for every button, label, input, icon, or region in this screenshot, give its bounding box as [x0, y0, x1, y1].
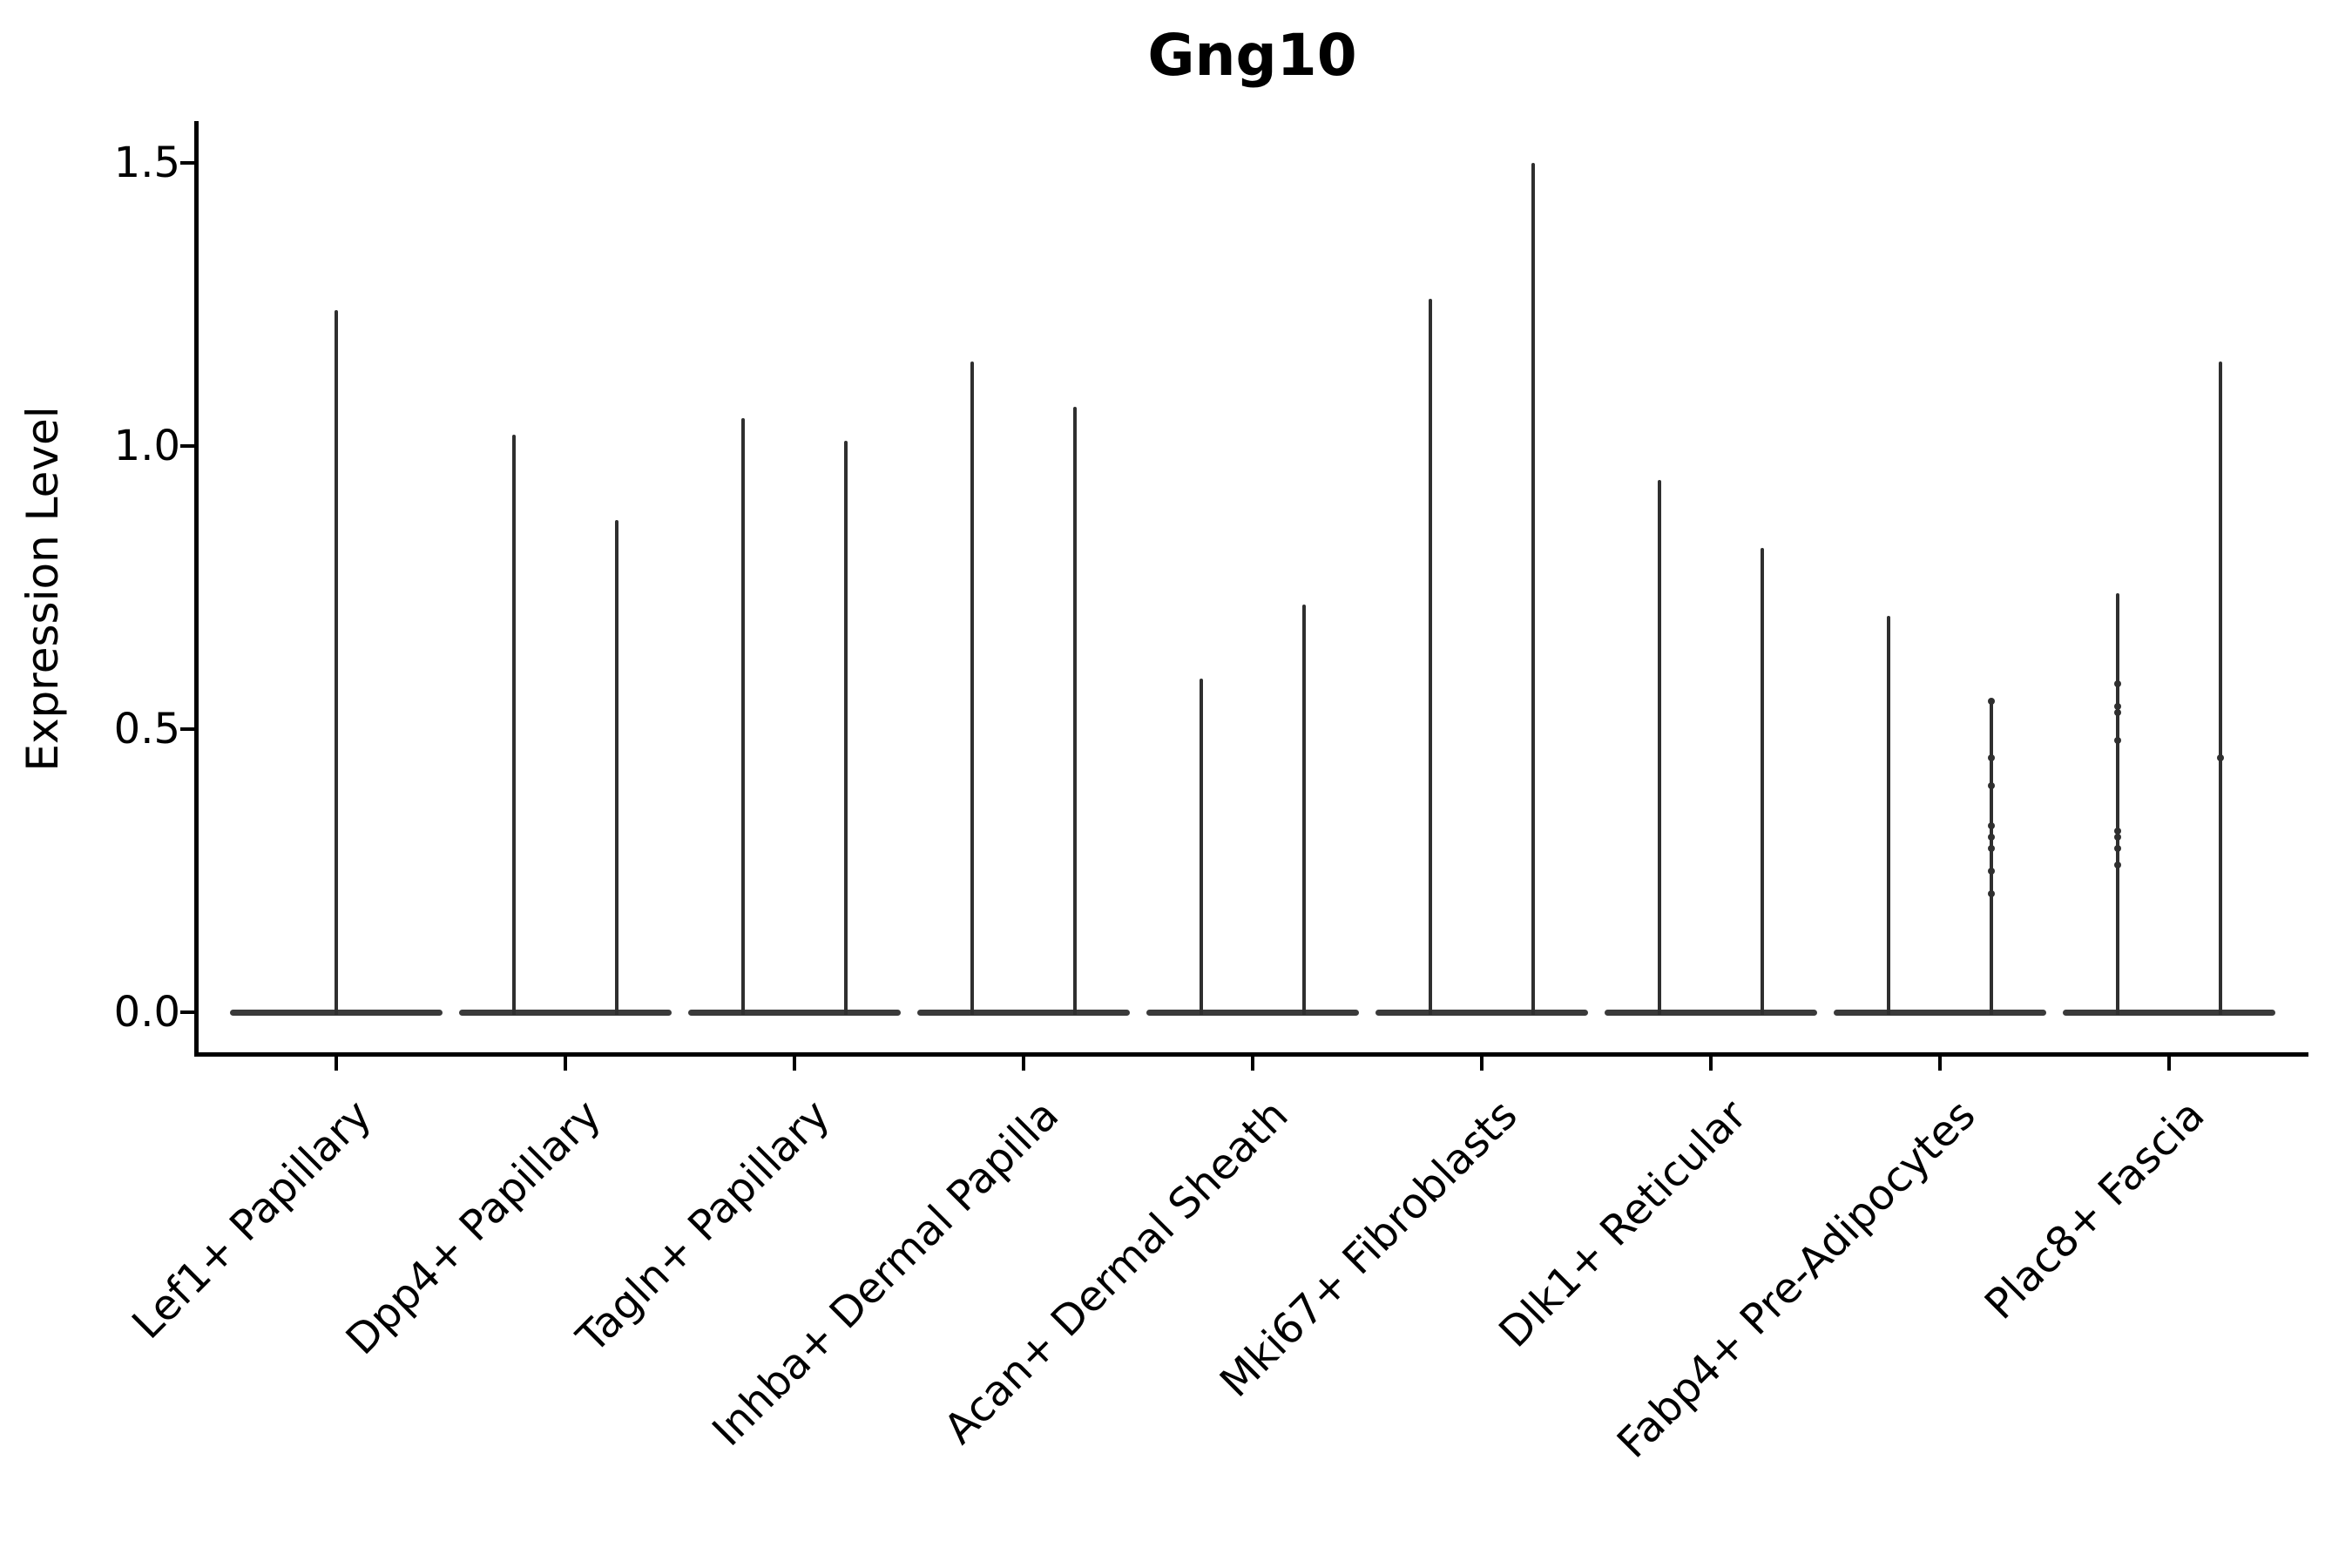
x-tick-mark [1480, 1057, 1484, 1071]
violin-spike [1429, 299, 1432, 1015]
y-tick-mark [180, 161, 195, 165]
violin-body [917, 1010, 1130, 1016]
y-tick-label: 1.5 [113, 139, 180, 187]
y-tick-label: 1.0 [113, 422, 180, 470]
violin-body [1146, 1010, 1359, 1016]
x-tick-mark [1022, 1057, 1025, 1071]
expression-jitter-point [2114, 862, 2121, 868]
x-axis-spine [194, 1052, 2308, 1057]
x-tick-mark [335, 1057, 338, 1071]
y-tick-mark [180, 727, 195, 731]
violin-body [1375, 1010, 1588, 1016]
violin-body [459, 1010, 672, 1016]
expression-jitter-point [2114, 708, 2121, 716]
violin-spike [1073, 406, 1077, 1015]
expression-jitter-point [2114, 737, 2121, 744]
expression-jitter-point [1988, 889, 1995, 897]
violin-spike [1658, 480, 1661, 1015]
y-tick-label: 0.5 [113, 705, 180, 754]
violin-spike [512, 435, 516, 1015]
expression-jitter-point [2114, 703, 2121, 710]
expression-jitter-point [2114, 833, 2121, 841]
y-tick-mark [180, 444, 195, 448]
y-axis-spine [194, 121, 199, 1057]
violin-spike [844, 440, 848, 1015]
expression-jitter-point [1988, 833, 1995, 841]
y-axis-label: Expression Level [17, 405, 68, 772]
violin-spike [1302, 605, 1306, 1015]
violin-spike [2116, 593, 2119, 1015]
x-tick-label: Dpp4+ Papillary [336, 1091, 611, 1365]
violin-body [688, 1010, 901, 1016]
expression-jitter-point [1988, 754, 1995, 761]
x-tick-mark [564, 1057, 567, 1071]
violin-spike [1531, 163, 1535, 1015]
y-tick-label: 0.0 [113, 988, 180, 1037]
x-tick-mark [793, 1057, 796, 1071]
y-tick-mark [180, 1010, 195, 1014]
violin-spike [1887, 616, 1890, 1015]
violin-spike [335, 310, 338, 1015]
expression-jitter-point [1988, 867, 1995, 875]
chart-title: Gng10 [1147, 22, 1357, 89]
x-tick-label: Lef1+ Papillary [123, 1091, 382, 1348]
expression-jitter-point [1988, 844, 1995, 852]
violin-spike [1761, 548, 1764, 1015]
expression-jitter-point [1988, 697, 1995, 705]
y-axis-label-wrap: Expression Level [12, 123, 73, 1054]
violin-body [1834, 1010, 2046, 1016]
expression-jitter-point [2114, 680, 2121, 687]
violin-spike [2219, 361, 2222, 1015]
violin-spike [615, 519, 618, 1015]
violin-body [2063, 1010, 2275, 1016]
x-tick-label: Plac8+ Fascia [1976, 1091, 2214, 1329]
violin-spike [970, 361, 974, 1015]
violin-spike [1200, 678, 1203, 1015]
x-tick-mark [2167, 1057, 2171, 1071]
expression-jitter-point [1988, 821, 1995, 829]
x-tick-label: Dlk1+ Reticular [1489, 1091, 1756, 1357]
violin-spike [1990, 700, 1993, 1015]
x-tick-mark [1251, 1057, 1254, 1071]
expression-jitter-point [2114, 828, 2121, 835]
expression-jitter-point [2217, 754, 2224, 761]
violin-body [1605, 1010, 1817, 1016]
expression-jitter-point [1988, 782, 1995, 789]
violin-spike [741, 417, 745, 1015]
x-tick-label: Tagln+ Papillary [567, 1091, 840, 1362]
x-tick-mark [1709, 1057, 1713, 1071]
expression-jitter-point [2114, 844, 2121, 852]
x-tick-mark [1938, 1057, 1942, 1071]
